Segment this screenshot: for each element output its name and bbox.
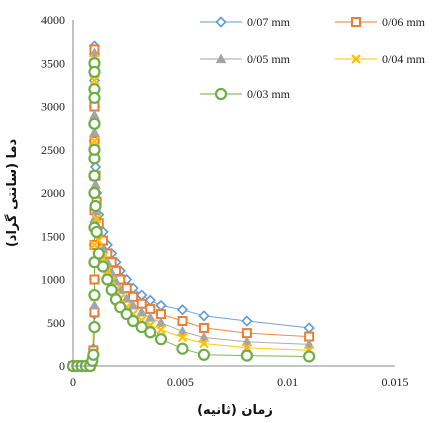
data-point xyxy=(105,283,118,296)
legend: 0/07 mm 0/06 mm 0/05 mm 0/04 mm 0/03 mm xyxy=(200,15,426,101)
series-line-3 xyxy=(73,58,310,367)
data-point xyxy=(136,298,147,309)
data-point xyxy=(90,225,103,239)
y-tick-label: 2000 xyxy=(41,186,65,200)
legend-item: 0/04 mm xyxy=(335,52,426,66)
legend-label: 0/05 mm xyxy=(247,52,291,66)
data-point xyxy=(121,283,132,294)
data-point xyxy=(156,324,166,335)
data-point xyxy=(145,303,156,314)
y-tick-label: 3500 xyxy=(41,56,65,70)
data-point xyxy=(240,349,253,362)
data-point xyxy=(88,91,101,104)
data-point xyxy=(177,325,188,336)
axes xyxy=(72,20,395,367)
data-point xyxy=(144,312,156,322)
data-point xyxy=(88,288,101,302)
data-point xyxy=(89,199,102,213)
tick-labels: 0 500 1000 1500 2000 2500 3000 3500 4000 0 0.005 0.… xyxy=(41,13,409,389)
series-markers-3 xyxy=(68,54,314,371)
data-point xyxy=(88,169,101,182)
x-tick-label: 0.005 xyxy=(167,375,194,389)
data-point xyxy=(88,186,101,200)
legend-item: 0/06 mm xyxy=(335,15,426,29)
legend-marker xyxy=(351,54,361,64)
legend-item: 0/05 mm xyxy=(200,52,291,66)
data-point xyxy=(154,333,168,346)
data-point xyxy=(176,342,189,355)
data-point xyxy=(156,309,167,320)
data-point xyxy=(89,47,100,57)
data-point xyxy=(136,306,148,317)
data-point xyxy=(89,299,100,310)
legend-label: 0/07 mm xyxy=(247,15,291,29)
data-point xyxy=(177,332,188,343)
data-point xyxy=(89,75,100,86)
y-tick-label: 1000 xyxy=(41,273,65,287)
y-tick-label: 2500 xyxy=(41,143,65,157)
data-point xyxy=(88,117,101,130)
legend-marker xyxy=(215,16,227,28)
data-point xyxy=(101,273,114,286)
data-point xyxy=(88,143,101,156)
series-markers-4 xyxy=(66,57,316,373)
y-axis-label: دما (سانتی گراد) xyxy=(4,139,20,248)
data-point xyxy=(198,322,209,333)
data-point xyxy=(127,314,140,328)
data-point xyxy=(89,126,100,137)
legend-marker xyxy=(214,87,228,101)
x-tick-label: 0 xyxy=(70,375,76,389)
y-tick-label: 500 xyxy=(47,316,65,330)
data-point xyxy=(241,328,252,339)
data-point xyxy=(127,299,139,310)
data-point xyxy=(135,320,148,334)
data-point xyxy=(144,294,156,306)
x-tick-label: 0.015 xyxy=(382,375,409,389)
data-point xyxy=(198,331,210,342)
data-point xyxy=(89,109,100,120)
data-point xyxy=(303,350,316,363)
data-point xyxy=(197,348,211,361)
data-point xyxy=(87,348,100,361)
data-point xyxy=(88,65,101,79)
data-point xyxy=(155,299,167,312)
data-point xyxy=(177,316,188,327)
legend-item: 0/07 mm xyxy=(200,15,291,29)
y-tick-label: 3000 xyxy=(41,100,65,114)
data-point xyxy=(144,326,157,339)
data-point xyxy=(198,310,210,322)
data-point xyxy=(303,322,315,334)
y-tick-label: 1500 xyxy=(41,229,65,243)
data-point xyxy=(241,336,253,346)
data-point xyxy=(89,307,100,318)
legend-marker xyxy=(215,53,227,64)
legend-marker xyxy=(351,17,361,27)
x-tick-label: 0.01 xyxy=(277,375,298,389)
x-axis-label: زمان (ثانیه) xyxy=(197,403,273,418)
legend-label: 0/04 mm xyxy=(382,52,426,66)
legend-label: 0/06 mm xyxy=(382,15,426,29)
data-point xyxy=(92,247,105,260)
data-point xyxy=(303,338,315,349)
data-point xyxy=(88,320,101,334)
data-point xyxy=(199,338,209,349)
legend-label: 0/03 mm xyxy=(247,87,291,101)
data-point xyxy=(176,304,189,316)
data-point xyxy=(89,136,100,146)
data-point xyxy=(155,317,167,327)
legend-item: 0/03 mm xyxy=(200,87,291,101)
y-tick-label: 4000 xyxy=(41,13,65,27)
data-point xyxy=(89,274,100,285)
y-tick-label: 0 xyxy=(59,359,65,373)
data-point xyxy=(241,315,253,327)
data-point xyxy=(121,293,133,303)
data-point xyxy=(96,260,110,273)
series-line-4 xyxy=(73,63,310,367)
